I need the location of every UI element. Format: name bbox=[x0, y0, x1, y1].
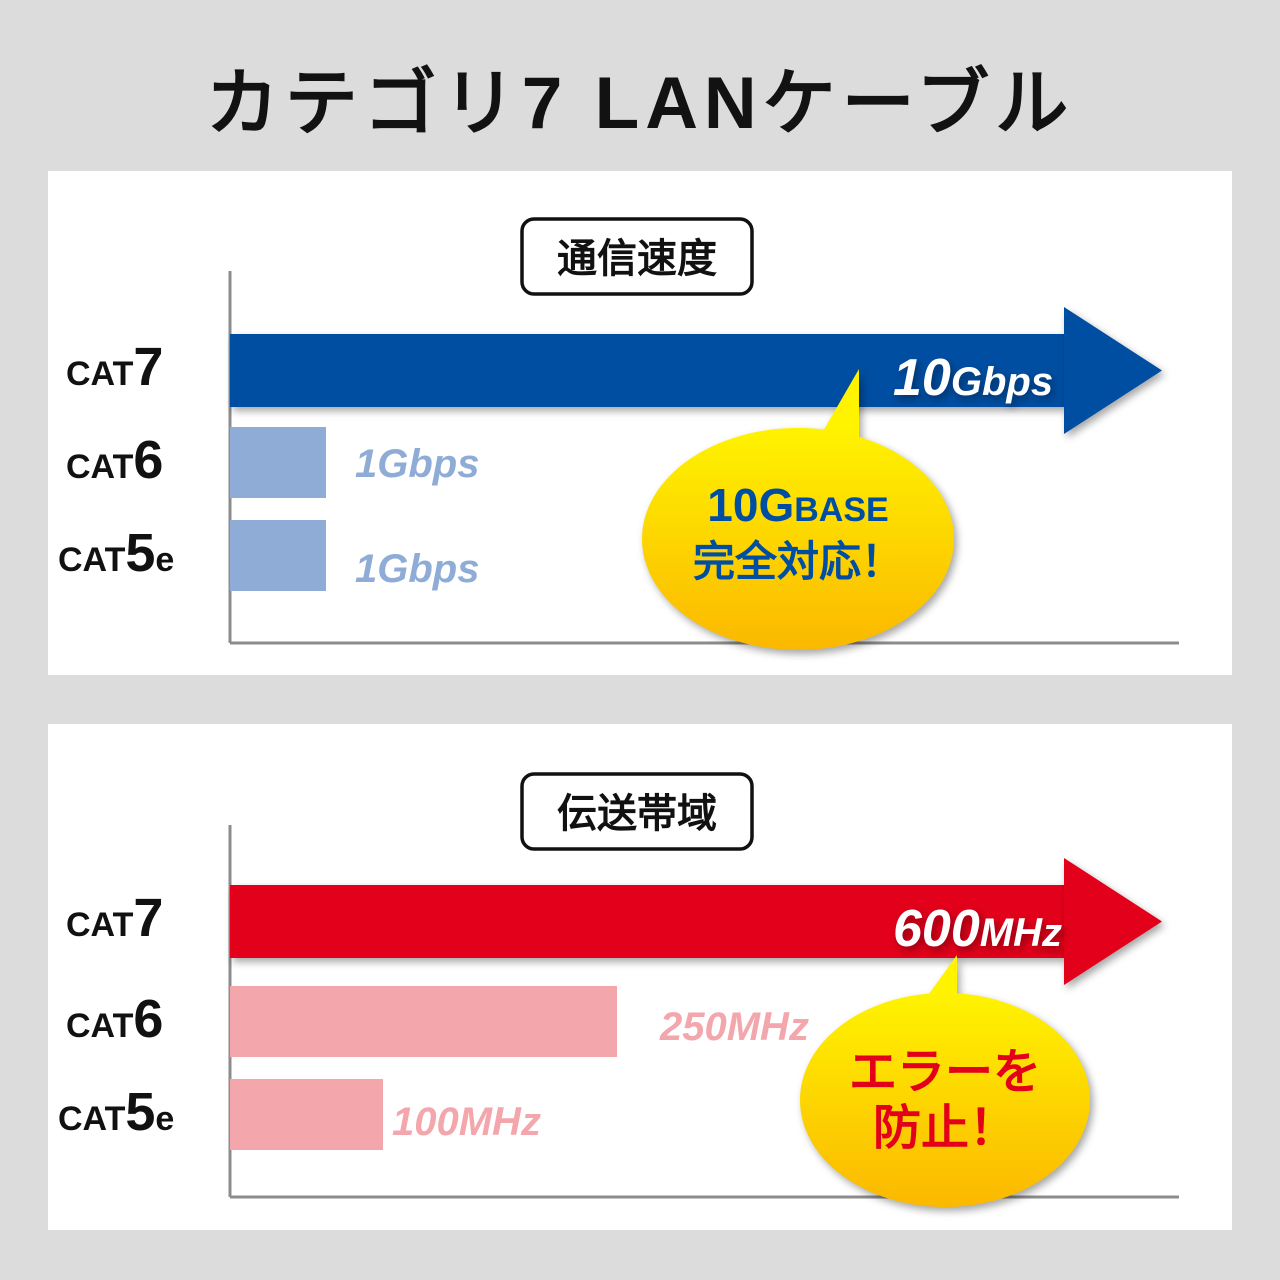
svg-text:CAT6: CAT6 bbox=[66, 989, 163, 1049]
svg-text:エラーを: エラーを bbox=[849, 1046, 1041, 1099]
svg-text:CAT7: CAT7 bbox=[66, 337, 163, 397]
svg-text:CAT7: CAT7 bbox=[66, 888, 163, 948]
svg-text:CAT5e: CAT5e bbox=[58, 1082, 174, 1142]
svg-text:CAT5e: CAT5e bbox=[58, 523, 174, 583]
svg-text:通信速度: 通信速度 bbox=[557, 237, 717, 281]
svg-text:250MHz: 250MHz bbox=[659, 1005, 809, 1049]
svg-text:CAT6: CAT6 bbox=[66, 430, 163, 490]
svg-text:完全対応！: 完全対応！ bbox=[693, 538, 903, 585]
svg-text:伝送帯域: 伝送帯域 bbox=[557, 792, 717, 836]
svg-text:1Gbps: 1Gbps bbox=[355, 547, 479, 591]
svg-text:防止！: 防止！ bbox=[873, 1102, 1017, 1155]
svg-text:100MHz: 100MHz bbox=[392, 1100, 541, 1144]
svg-text:1Gbps: 1Gbps bbox=[355, 442, 479, 486]
